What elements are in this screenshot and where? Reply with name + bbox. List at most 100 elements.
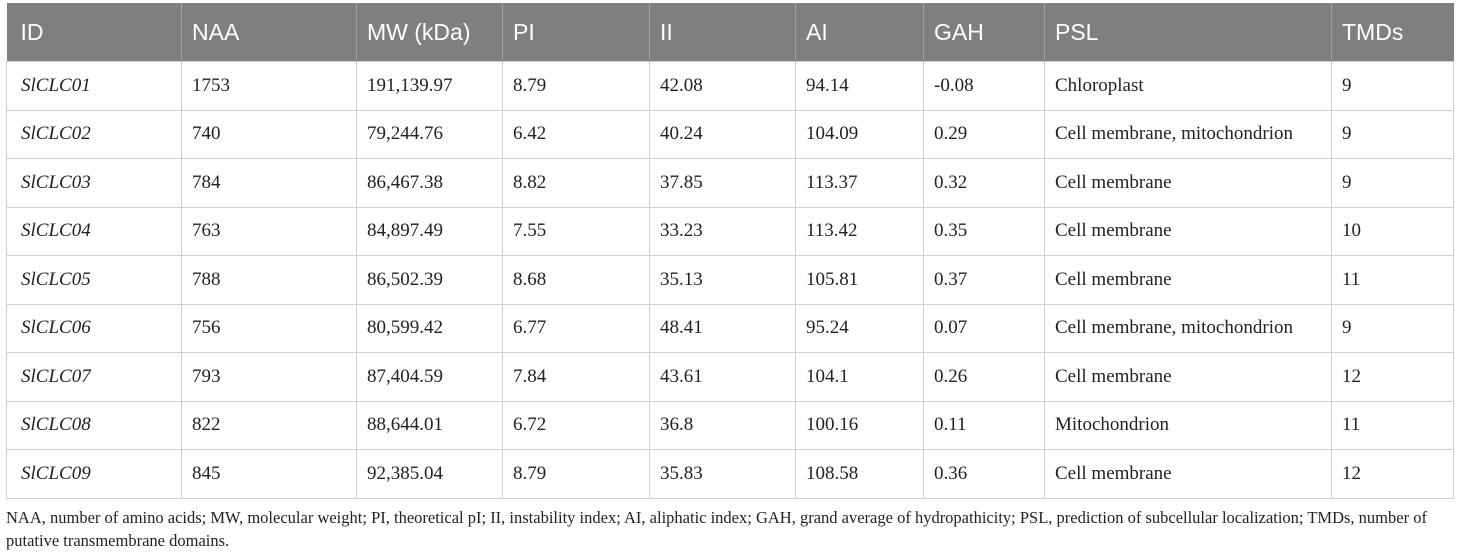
header-cell: MW (kDa): [356, 3, 503, 62]
table-cell: 11: [1331, 400, 1454, 450]
header-cell: NAA: [181, 3, 357, 62]
table-cell: 6.72: [502, 400, 650, 450]
table-row: SlCLC04 763 84,897.49 7.55 33.23 113.42 0.35 Ce…: [6, 206, 1454, 256]
table-cell: 0.26: [923, 352, 1045, 402]
table-cell: Cell membrane: [1044, 158, 1332, 208]
table-cell: 105.81: [795, 255, 924, 305]
table-cell: SlCLC08: [6, 400, 182, 450]
table-cell: 8.79: [502, 449, 650, 499]
table-cell: SlCLC04: [6, 206, 182, 256]
table-cell: 0.37: [923, 255, 1045, 305]
table-cell: 11: [1331, 255, 1454, 305]
table-cell: 48.41: [649, 303, 796, 353]
table-cell: 42.08: [649, 61, 796, 111]
table-cell: Chloroplast: [1044, 61, 1332, 111]
table-row: SlCLC07 793 87,404.59 7.84 43.61 104.1 0.26 Cel…: [6, 352, 1454, 402]
table-cell: 793: [181, 352, 357, 402]
header-cell: ID: [6, 3, 182, 62]
table-cell: 8.82: [502, 158, 650, 208]
table-row: SlCLC05 788 86,502.39 8.68 35.13 105.81 0.37 Ce…: [6, 255, 1454, 305]
table-row: SlCLC08 822 88,644.01 6.72 36.8 100.16 0.11 Mit…: [6, 400, 1454, 450]
table-cell: 0.36: [923, 449, 1045, 499]
table-cell: 87,404.59: [356, 352, 503, 402]
table-cell: 784: [181, 158, 357, 208]
table-cell: SlCLC03: [6, 158, 182, 208]
table-cell: 86,502.39: [356, 255, 503, 305]
table-cell: 92,385.04: [356, 449, 503, 499]
table-cell: 88,644.01: [356, 400, 503, 450]
table-cell: -0.08: [923, 61, 1045, 111]
table-cell: 7.55: [502, 206, 650, 256]
table-cell: 191,139.97: [356, 61, 503, 111]
table-cell: 94.14: [795, 61, 924, 111]
table-cell: 33.23: [649, 206, 796, 256]
table-cell: 113.42: [795, 206, 924, 256]
table-cell: 108.58: [795, 449, 924, 499]
table-cell: SlCLC09: [6, 449, 182, 499]
table-cell: 822: [181, 400, 357, 450]
header-row: ID NAA MW (kDa) PI II AI GAH PSL TMDs: [6, 3, 1454, 62]
table-cell: Mitochondrion: [1044, 400, 1332, 450]
header-cell: II: [649, 3, 796, 62]
table-cell: 43.61: [649, 352, 796, 402]
table-cell: SlCLC05: [6, 255, 182, 305]
table-cell: 10: [1331, 206, 1454, 256]
table-cell: SlCLC02: [6, 109, 182, 159]
table-cell: 0.07: [923, 303, 1045, 353]
footnote: NAA, number of amino acids; MW, molecula…: [6, 508, 1427, 550]
table-row: SlCLC06 756 80,599.42 6.77 48.41 95.24 0.07 Cel…: [6, 303, 1454, 353]
table-cell: 0.35: [923, 206, 1045, 256]
header-cell: AI: [795, 3, 924, 62]
table-cell: 9: [1331, 109, 1454, 159]
table-cell: 756: [181, 303, 357, 353]
table-cell: 12: [1331, 449, 1454, 499]
table-cell: 0.29: [923, 109, 1045, 159]
table-cell: 788: [181, 255, 357, 305]
table-cell: 40.24: [649, 109, 796, 159]
table-cell: 104.09: [795, 109, 924, 159]
table-cell: 1753: [181, 61, 357, 111]
table-row: SlCLC09 845 92,385.04 8.79 35.83 108.58 0.36 Ce…: [6, 449, 1454, 499]
table-cell: SlCLC07: [6, 352, 182, 402]
table-row: SlCLC02 740 79,244.76 6.42 40.24 104.09 0.29 Ce…: [6, 109, 1454, 159]
table-cell: 95.24: [795, 303, 924, 353]
table-cell: 9: [1331, 303, 1454, 353]
table-cell: 12: [1331, 352, 1454, 402]
table-cell: 37.85: [649, 158, 796, 208]
table-cell: SlCLC01: [6, 61, 182, 111]
table-cell: 9: [1331, 158, 1454, 208]
table-cell: 845: [181, 449, 357, 499]
table-cell: Cell membrane: [1044, 255, 1332, 305]
table-cell: 100.16: [795, 400, 924, 450]
data-table: ID NAA MW (kDa) PI II AI GAH PSL TMDs SlCLC01 175…: [6, 3, 1454, 499]
table-row: SlCLC01 1753 191,139.97 8.79 42.08 94.14 -0.08…: [6, 61, 1454, 111]
header-cell: PSL: [1044, 3, 1332, 62]
header-cell: PI: [502, 3, 650, 62]
table-cell: 740: [181, 109, 357, 159]
table-cell: Cell membrane: [1044, 449, 1332, 499]
header-cell: TMDs: [1331, 3, 1454, 62]
table-cell: 79,244.76: [356, 109, 503, 159]
table-cell: 35.83: [649, 449, 796, 499]
table-cell: 763: [181, 206, 357, 256]
table-cell: 35.13: [649, 255, 796, 305]
table-cell: 8.68: [502, 255, 650, 305]
table-cell: 6.77: [502, 303, 650, 353]
table-cell: 36.8: [649, 400, 796, 450]
table-cell: 84,897.49: [356, 206, 503, 256]
table-cell: SlCLC06: [6, 303, 182, 353]
table-cell: 0.32: [923, 158, 1045, 208]
table-cell: 0.11: [923, 400, 1045, 450]
table-cell: 80,599.42: [356, 303, 503, 353]
table-cell: Cell membrane: [1044, 206, 1332, 256]
table-cell: 86,467.38: [356, 158, 503, 208]
table-row: SlCLC03 784 86,467.38 8.82 37.85 113.37 0.32 Ce…: [6, 158, 1454, 208]
table-cell: 8.79: [502, 61, 650, 111]
table-cell: 104.1: [795, 352, 924, 402]
table-cell: Cell membrane, mitochondrion: [1044, 109, 1332, 159]
table-cell: 6.42: [502, 109, 650, 159]
header-cell: GAH: [923, 3, 1045, 62]
table-cell: Cell membrane, mitochondrion: [1044, 303, 1332, 353]
table-cell: 9: [1331, 61, 1454, 111]
